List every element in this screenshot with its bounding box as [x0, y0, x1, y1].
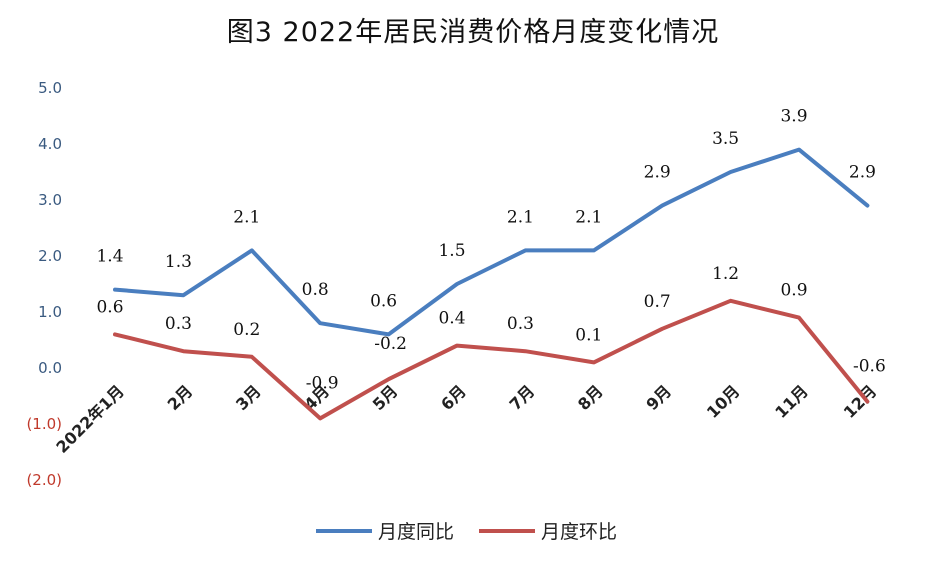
- series-line-1: [113, 147, 870, 337]
- data-label: 1.2: [712, 264, 739, 284]
- x-tick-label: 10月: [703, 381, 744, 422]
- data-label: 2.9: [644, 163, 671, 183]
- data-label: 1.5: [438, 241, 465, 261]
- data-label: 0.3: [165, 314, 192, 334]
- data-label: 2.1: [233, 207, 260, 227]
- legend-label: 月度环比: [541, 521, 617, 543]
- data-label: -0.2: [374, 334, 407, 354]
- y-tick-label: (1.0): [26, 415, 62, 433]
- y-tick-label: 0.0: [38, 359, 62, 377]
- data-label: 2.9: [849, 163, 876, 183]
- data-label: 1.4: [96, 247, 123, 267]
- x-tick-label: 2月: [164, 381, 197, 414]
- data-label: 0.6: [370, 291, 397, 311]
- data-label: 0.4: [438, 309, 465, 329]
- data-label: 0.8: [302, 280, 329, 300]
- data-label: -0.9: [306, 373, 339, 393]
- data-label: 0.2: [233, 320, 260, 340]
- x-tick-label: 7月: [506, 381, 539, 414]
- data-label: 0.6: [96, 297, 123, 317]
- data-label: 0.7: [644, 292, 671, 312]
- y-tick-label: 3.0: [38, 191, 62, 209]
- y-tick-label: (2.0): [26, 471, 62, 489]
- x-tick-label: 11月: [771, 381, 812, 422]
- x-tick-label: 3月: [232, 381, 265, 414]
- data-label: 0.1: [575, 325, 602, 345]
- y-tick-label: 5.0: [38, 79, 62, 97]
- data-label: 1.3: [165, 252, 192, 272]
- data-label: 3.5: [712, 129, 739, 149]
- data-label: 2.1: [575, 207, 602, 227]
- chart-title: 图3 2022年居民消费价格月度变化情况: [226, 17, 720, 48]
- legend-label: 月度同比: [378, 521, 454, 543]
- data-label: 3.9: [780, 107, 807, 127]
- y-tick-label: 1.0: [38, 303, 62, 321]
- x-tick-label: 9月: [642, 381, 675, 414]
- x-tick-label: 6月: [437, 381, 470, 414]
- x-tick-label: 2022年1月: [52, 381, 127, 456]
- data-label: 2.1: [507, 207, 534, 227]
- y-tick-label: 2.0: [38, 247, 62, 265]
- data-label: -0.6: [853, 357, 886, 377]
- data-label: 0.3: [507, 314, 534, 334]
- y-tick-label: 4.0: [38, 135, 62, 153]
- series-line-2: [113, 298, 870, 421]
- x-tick-label: 12月: [840, 381, 881, 422]
- x-tick-label: 8月: [574, 381, 607, 414]
- data-label: 0.9: [780, 281, 807, 301]
